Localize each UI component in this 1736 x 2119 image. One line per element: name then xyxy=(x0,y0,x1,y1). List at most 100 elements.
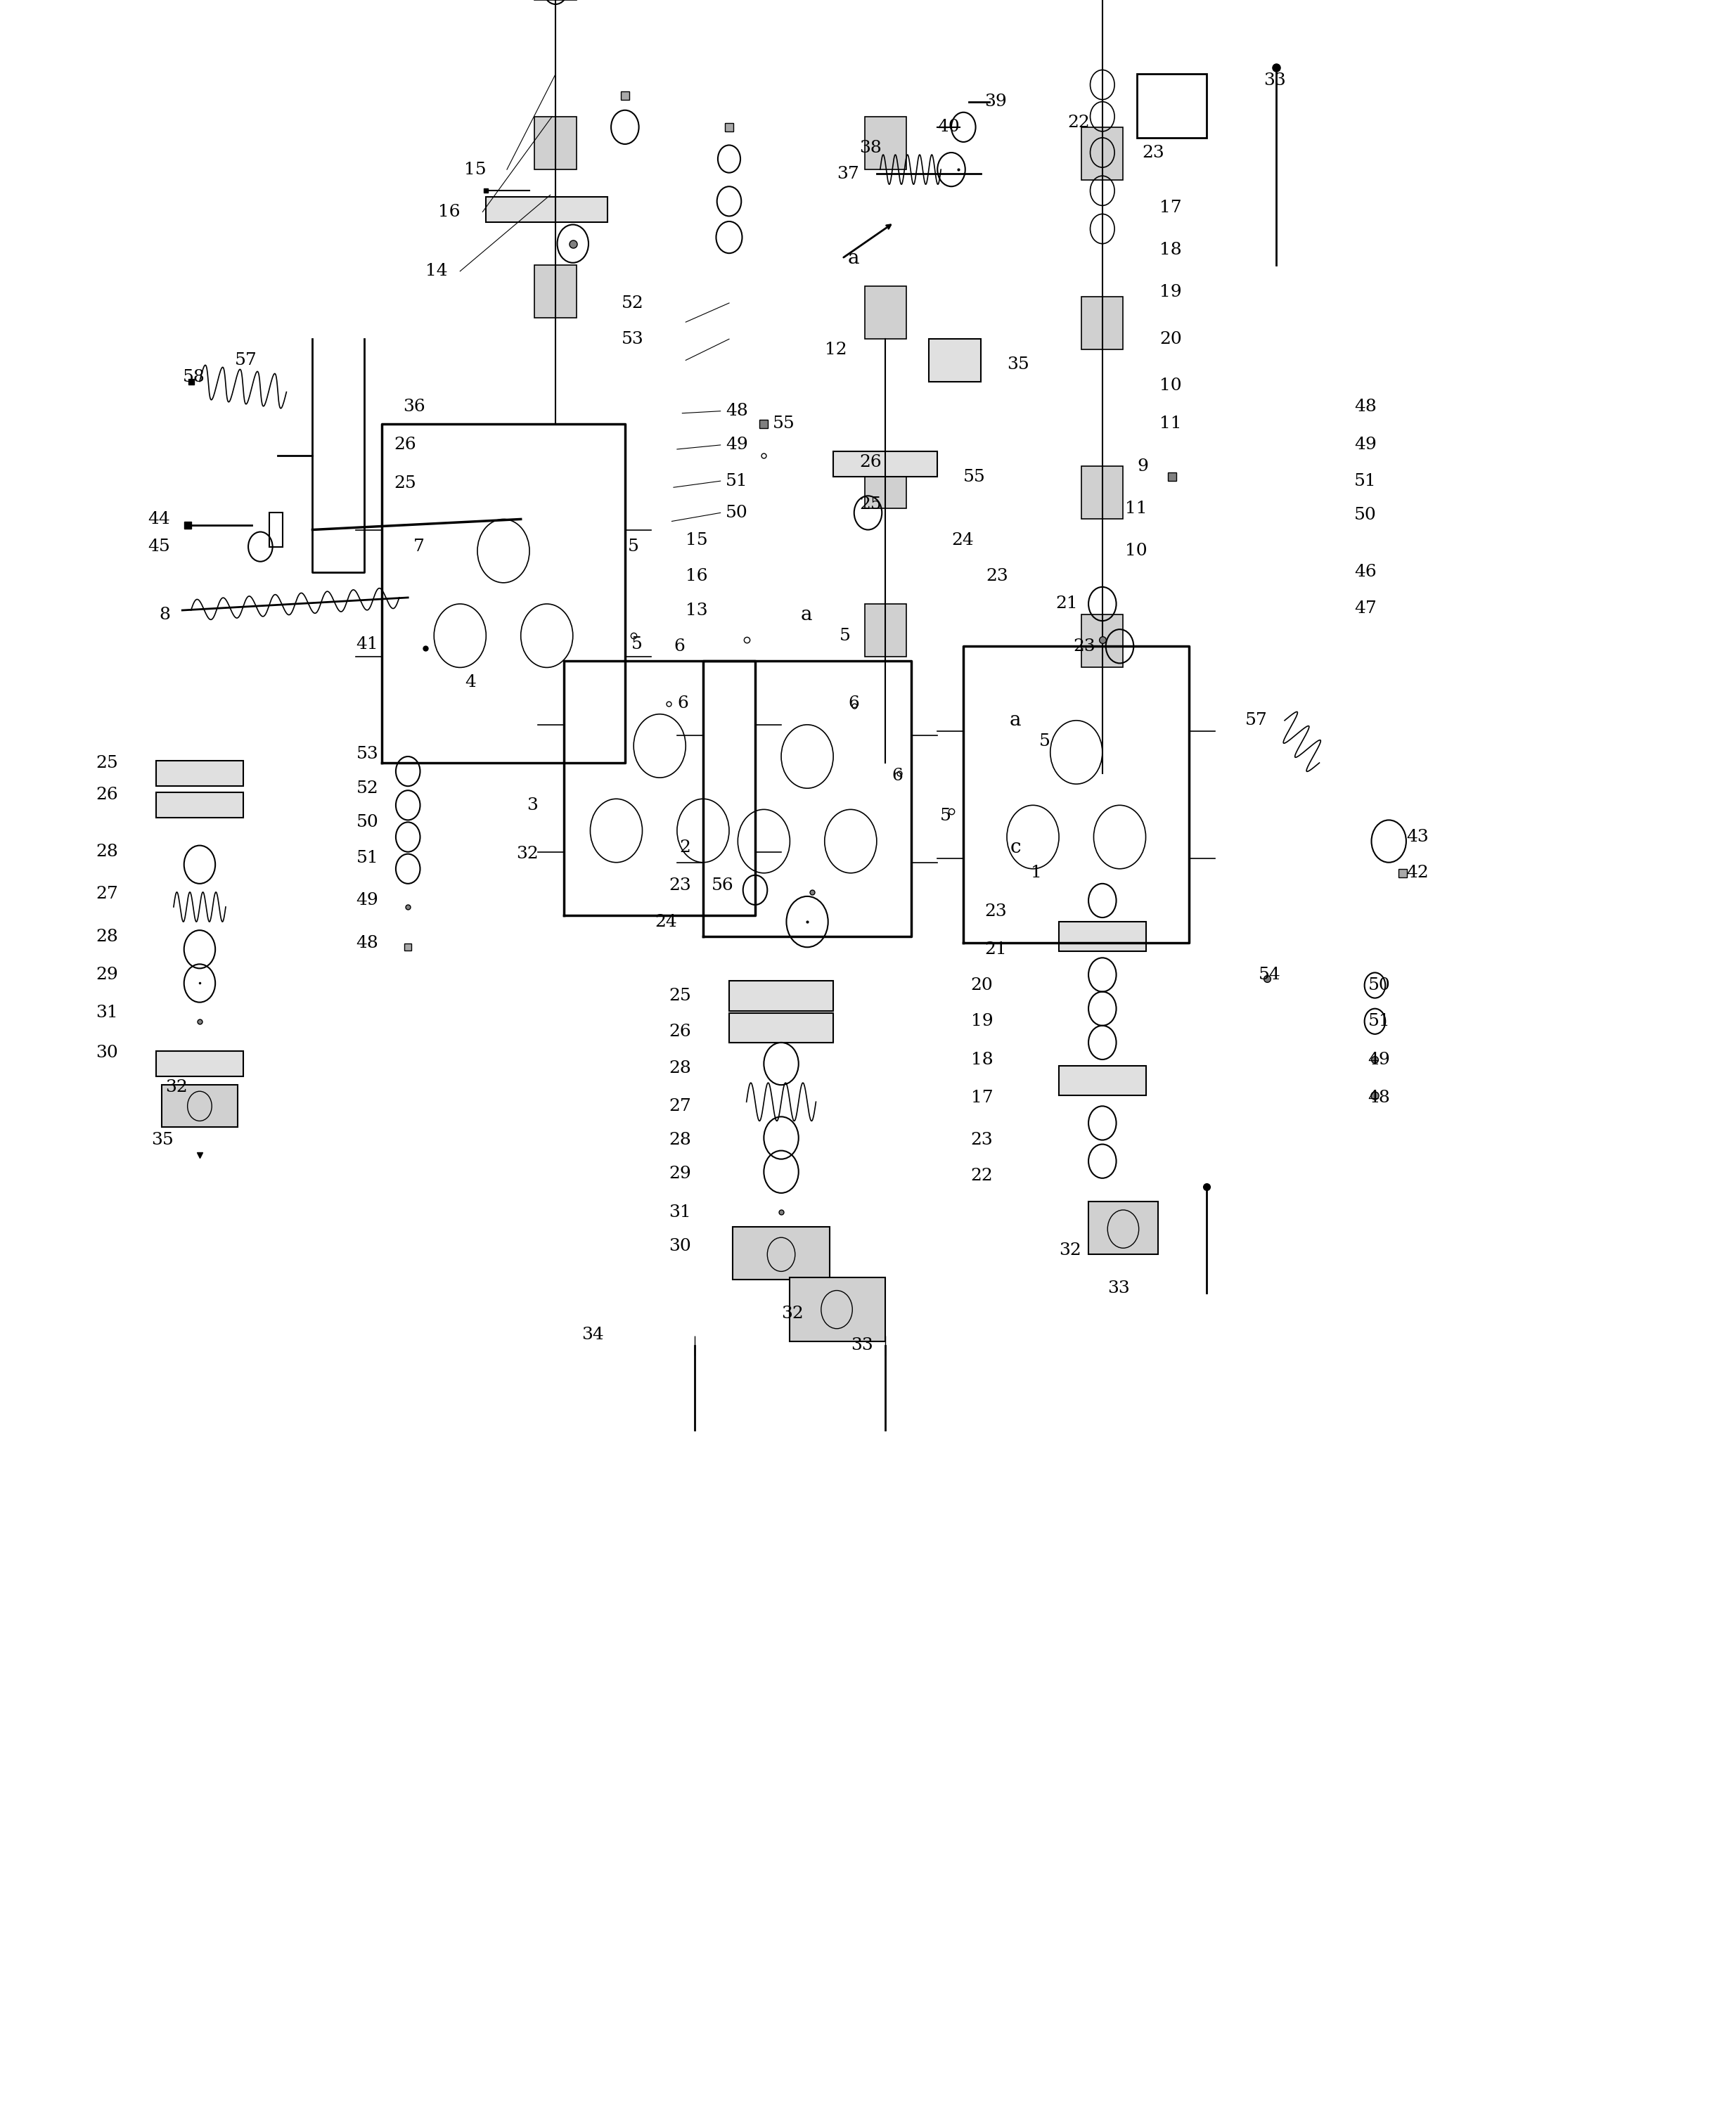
Text: 2: 2 xyxy=(681,839,691,856)
Text: 35: 35 xyxy=(151,1132,174,1148)
Text: 50: 50 xyxy=(356,814,378,831)
Text: 28: 28 xyxy=(95,928,118,945)
Text: 45: 45 xyxy=(148,538,170,555)
Text: 51: 51 xyxy=(1368,1013,1391,1030)
Text: 33: 33 xyxy=(851,1337,873,1354)
Text: 48: 48 xyxy=(1368,1089,1391,1106)
Bar xyxy=(729,1013,833,1043)
Text: 51: 51 xyxy=(726,473,748,489)
Text: 43: 43 xyxy=(1406,829,1429,845)
Text: 56: 56 xyxy=(712,877,734,894)
Text: 20: 20 xyxy=(970,977,993,994)
Text: 33: 33 xyxy=(1108,1280,1130,1297)
Bar xyxy=(729,981,833,1011)
Bar xyxy=(929,339,981,381)
Text: 26: 26 xyxy=(394,437,417,453)
Text: 26: 26 xyxy=(859,453,882,470)
Text: 55: 55 xyxy=(773,415,795,432)
Bar xyxy=(733,1227,830,1280)
Text: 25: 25 xyxy=(95,754,118,771)
Text: 18: 18 xyxy=(970,1051,993,1068)
Text: 39: 39 xyxy=(984,93,1007,110)
Text: 41: 41 xyxy=(356,636,378,653)
Text: 23: 23 xyxy=(970,1132,993,1148)
Text: 6: 6 xyxy=(892,767,903,784)
Text: 37: 37 xyxy=(837,165,859,182)
Bar xyxy=(865,286,906,339)
Text: 49: 49 xyxy=(1354,437,1377,453)
Text: 48: 48 xyxy=(726,403,748,420)
Text: 32: 32 xyxy=(516,845,538,862)
Bar xyxy=(1137,74,1207,138)
Text: 20: 20 xyxy=(1160,331,1182,348)
Text: 32: 32 xyxy=(1059,1242,1082,1259)
Text: 21: 21 xyxy=(984,941,1007,958)
Text: 48: 48 xyxy=(1354,398,1377,415)
Text: 17: 17 xyxy=(1160,199,1182,216)
Text: 27: 27 xyxy=(668,1098,691,1115)
Bar xyxy=(1088,1201,1158,1254)
Text: 1: 1 xyxy=(1031,865,1042,882)
Bar xyxy=(865,456,906,509)
Text: 8: 8 xyxy=(160,606,170,623)
Text: 33: 33 xyxy=(1264,72,1286,89)
Bar xyxy=(269,513,283,547)
Text: 31: 31 xyxy=(668,1204,691,1221)
Text: 11: 11 xyxy=(1160,415,1182,432)
Text: 31: 31 xyxy=(95,1004,118,1021)
Text: 10: 10 xyxy=(1160,377,1182,394)
Text: 49: 49 xyxy=(1368,1051,1391,1068)
Text: 16: 16 xyxy=(686,568,708,585)
Text: 25: 25 xyxy=(394,475,417,492)
Text: 24: 24 xyxy=(654,913,677,930)
Text: 42: 42 xyxy=(1406,865,1429,882)
Text: 40: 40 xyxy=(937,119,960,136)
Bar xyxy=(535,265,576,318)
Text: 5: 5 xyxy=(632,636,642,653)
Text: 26: 26 xyxy=(95,786,118,803)
Text: 25: 25 xyxy=(859,496,882,513)
Bar xyxy=(1059,1066,1146,1096)
Text: 5: 5 xyxy=(941,807,951,824)
Text: 6: 6 xyxy=(677,695,687,712)
Text: 4: 4 xyxy=(465,674,476,691)
Text: 38: 38 xyxy=(859,140,882,157)
Text: 53: 53 xyxy=(621,331,644,348)
Text: 28: 28 xyxy=(95,843,118,860)
Text: 50: 50 xyxy=(1354,506,1377,523)
Text: 32: 32 xyxy=(165,1079,187,1096)
Text: 32: 32 xyxy=(781,1305,804,1322)
Text: 13: 13 xyxy=(686,602,708,619)
Text: 34: 34 xyxy=(582,1326,604,1343)
Text: 53: 53 xyxy=(356,746,378,763)
Text: 29: 29 xyxy=(668,1165,691,1182)
Bar xyxy=(1082,127,1123,180)
Text: 36: 36 xyxy=(403,398,425,415)
Text: 23: 23 xyxy=(1073,638,1095,655)
Text: 5: 5 xyxy=(628,538,639,555)
Text: 49: 49 xyxy=(726,437,748,453)
Text: 19: 19 xyxy=(970,1013,993,1030)
Bar xyxy=(865,117,906,170)
Text: 5: 5 xyxy=(840,627,851,644)
Text: 46: 46 xyxy=(1354,564,1377,581)
Bar xyxy=(161,1085,238,1127)
Text: 58: 58 xyxy=(182,369,205,386)
Text: 23: 23 xyxy=(984,903,1007,920)
Text: 27: 27 xyxy=(95,886,118,903)
Text: a: a xyxy=(847,250,859,267)
Text: 18: 18 xyxy=(1160,242,1182,259)
Bar xyxy=(865,604,906,657)
Text: 29: 29 xyxy=(95,966,118,983)
Bar xyxy=(486,197,608,222)
Text: 44: 44 xyxy=(148,511,170,528)
Text: 24: 24 xyxy=(951,532,974,549)
Text: 57: 57 xyxy=(1245,712,1267,729)
Text: 23: 23 xyxy=(668,877,691,894)
Bar xyxy=(1082,297,1123,350)
Text: 6: 6 xyxy=(849,695,859,712)
Text: c: c xyxy=(1010,839,1021,856)
Text: 52: 52 xyxy=(621,295,644,311)
Text: 50: 50 xyxy=(1368,977,1391,994)
Text: 15: 15 xyxy=(464,161,486,178)
